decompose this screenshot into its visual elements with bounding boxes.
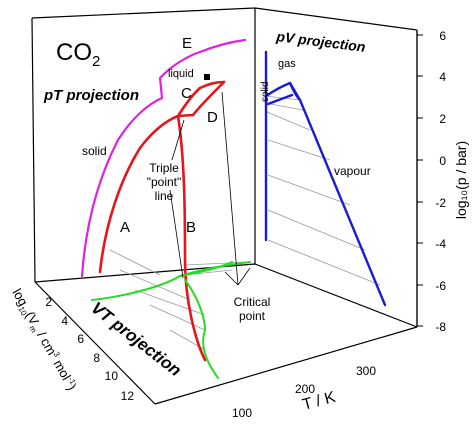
T-axis: 100 200 300 T / K <box>232 364 376 420</box>
log-V-tick: 4 <box>61 314 68 328</box>
VT-vapour-curve <box>91 261 251 301</box>
VT-liquid-curve <box>179 261 233 277</box>
log-V-tick: 12 <box>121 389 135 403</box>
pV-wall-bottom <box>254 263 418 328</box>
curve-B <box>176 114 207 362</box>
log-p-axis: 6 4 2 0 -2 -4 -6 -8 log₁₀(p / bar) <box>416 29 469 334</box>
critical-point-label: Critical <box>234 295 271 309</box>
liquid-label: liquid <box>168 68 194 80</box>
critical-point-marker <box>204 74 210 80</box>
floor-tie-line <box>149 304 206 331</box>
log-p-tick: -2 <box>435 196 446 210</box>
triple-point-line-label: "point" <box>147 175 182 189</box>
curve-D <box>191 80 226 117</box>
pV-inner-curve <box>266 93 294 106</box>
triple-line-pointer <box>171 119 185 161</box>
T-tick: 100 <box>232 406 252 420</box>
VT-projection-title: VT projection <box>88 298 185 380</box>
log-p-axis-label: log₁₀(p / bar) <box>453 141 469 219</box>
pV-tie-line <box>267 174 351 206</box>
triple-point-line-label: line <box>155 189 174 203</box>
log-V-tick: 8 <box>93 351 100 365</box>
curve-C <box>176 86 202 118</box>
log-V-tick: 6 <box>77 332 84 346</box>
triple-point-line-label: Triple <box>149 161 179 175</box>
pT-wall-top <box>31 7 256 19</box>
pT-projection-title: pT projection <box>43 87 139 104</box>
pV-projection-title: pV projection <box>275 28 367 55</box>
critical-point-pointer <box>221 91 239 286</box>
log-p-tick: -4 <box>435 237 446 251</box>
log-p-tick: 6 <box>439 29 446 43</box>
floor-T-edge <box>154 326 418 405</box>
solid-label-pV: solid <box>260 81 271 102</box>
vapour-label: vapour <box>334 164 371 178</box>
triple-point-line <box>176 113 195 118</box>
pV-tie-line <box>267 209 366 251</box>
pV-tie-line <box>266 111 311 131</box>
label-C: C <box>181 85 192 102</box>
log-p-tick: 0 <box>439 154 446 168</box>
log-V-tick: 10 <box>105 369 119 383</box>
label-A: A <box>120 219 130 236</box>
T-tick: 200 <box>295 382 315 396</box>
molecule-label: CO2 <box>56 39 100 70</box>
triple-line-pointer <box>169 189 184 279</box>
log-V-axis-label: log10(Vm / cm3 mol-1) <box>8 286 80 394</box>
pT-wall-left <box>31 17 36 283</box>
critical-point-pointer <box>224 271 239 286</box>
log-p-tick: 4 <box>439 70 446 84</box>
box-frame <box>31 7 418 405</box>
floor-tie-line <box>134 289 206 316</box>
log-p-tick: -6 <box>435 279 446 293</box>
label-B: B <box>186 219 196 236</box>
pV-tie-line <box>267 239 381 286</box>
log-V-tick: 2 <box>45 295 52 309</box>
T-tick: 300 <box>356 364 376 378</box>
annotation-pointers <box>169 91 251 286</box>
label-E: E <box>182 35 192 52</box>
curve-E <box>80 38 247 278</box>
pV-tie-line <box>264 102 304 111</box>
tie-lines <box>109 95 381 351</box>
floor-tie-line <box>119 269 191 301</box>
solid-label-pT: solid <box>82 144 107 158</box>
curve-C-top <box>198 80 226 90</box>
gas-label: gas <box>278 58 296 70</box>
label-D: D <box>207 109 218 126</box>
pV-wall-top <box>254 7 418 31</box>
log-V-axis: 2 4 6 8 10 12 log10(Vm / cm3 mol-1) <box>8 286 135 403</box>
pV-tie-line <box>267 139 331 161</box>
floor-front-edge <box>34 281 156 405</box>
log-p-tick: -8 <box>435 320 446 334</box>
pV-vapour-curve <box>288 81 387 307</box>
curve-A <box>98 114 180 274</box>
floor-tie-line <box>109 249 161 276</box>
critical-point-pointer <box>237 267 251 286</box>
VT-coexistence-curve <box>184 279 219 379</box>
log-p-tick: 2 <box>439 112 446 126</box>
critical-point-label: point <box>239 309 266 323</box>
